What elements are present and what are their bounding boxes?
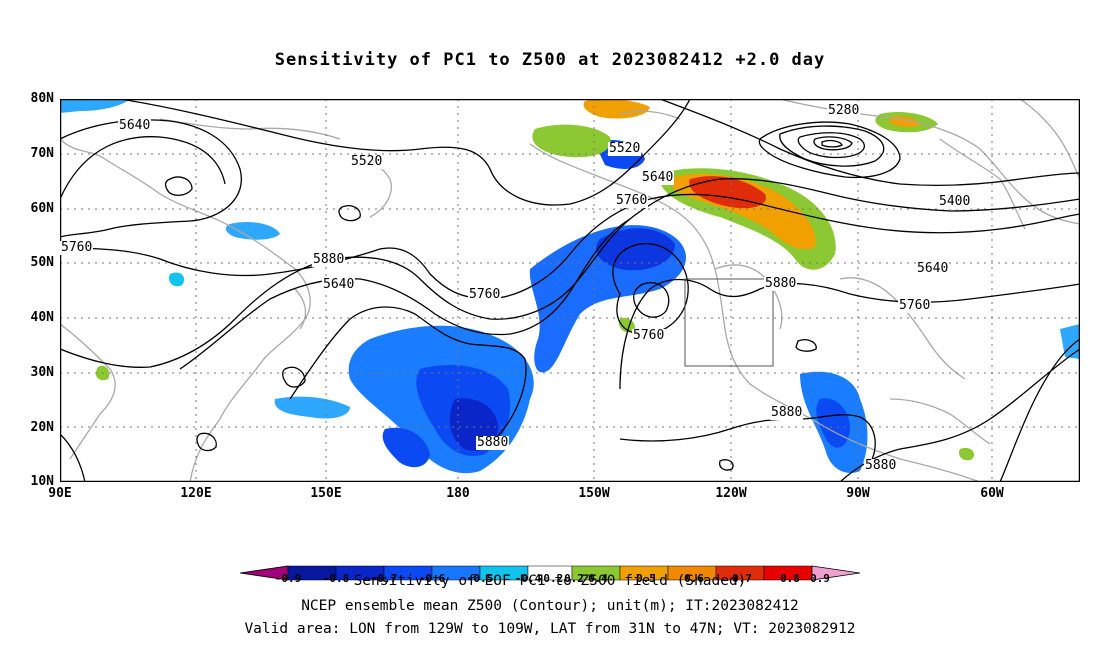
footer-contour-caption: NCEP ensemble mean Z500 (Contour); unit(…: [301, 598, 799, 614]
contour-label: 5880: [770, 405, 804, 420]
colorbar-tick: -0.4: [514, 572, 542, 585]
lon-label-90w: 90W: [846, 486, 870, 501]
contour-label: 5880: [864, 458, 898, 473]
lat-label-80n: 80N: [30, 91, 54, 106]
contour-label: 5880: [764, 276, 798, 291]
lat-label-60n: 60N: [30, 201, 54, 216]
colorbar-tick: -0.5: [466, 572, 494, 585]
colorbar-tick: -0.9: [274, 572, 302, 585]
positive-sensitivity-region: [532, 124, 611, 158]
contour-label: 5760: [898, 298, 932, 313]
z500-contours: [60, 99, 1080, 482]
map-title: Sensitivity of PC1 to Z500 at 2023082412…: [274, 50, 826, 70]
contour-label: 5760: [615, 193, 649, 208]
contour-label: 5640: [322, 277, 356, 292]
grid-lines: [60, 99, 1080, 482]
colorbar-tick: 0.5: [636, 572, 656, 585]
contour-label: 5760: [468, 287, 502, 302]
lat-label-50n: 50N: [30, 255, 54, 270]
lon-label-90e: 90E: [48, 486, 72, 501]
colorbar-tick: 0.8: [780, 572, 800, 585]
colorbar-tick: 0.2: [564, 572, 584, 585]
contour-label: 5880: [312, 252, 346, 267]
colorbar-tick: -0.7: [370, 572, 398, 585]
colorbar-tick: -0.2: [536, 572, 564, 585]
contour-label: 5760: [60, 240, 94, 255]
colorbar-tick: 0.7: [732, 572, 752, 585]
colorbar-tick: -0.6: [418, 572, 446, 585]
lon-label-150e: 150E: [310, 486, 342, 501]
lat-label-70n: 70N: [30, 146, 54, 161]
contour-label: 5640: [641, 170, 675, 185]
contour-label: 5280: [827, 103, 861, 118]
lon-label-120e: 120E: [180, 486, 212, 501]
colorbar-tick: 0.6: [684, 572, 704, 585]
footer-valid-area: Valid area: LON from 129W to 109W, LAT f…: [244, 621, 856, 637]
lon-label-120w: 120W: [715, 486, 747, 501]
contour-label: 5640: [916, 261, 950, 276]
contour-label: 5520: [608, 141, 642, 156]
lat-label-20n: 20N: [30, 420, 54, 435]
contour-label: 5880: [476, 435, 510, 450]
contour-label: 5520: [350, 154, 384, 169]
contour-label: 5760: [632, 328, 666, 343]
colorbar: [240, 565, 860, 581]
lon-label-180: 180: [446, 486, 470, 501]
map-panel: 5640 5520 5760 5880 5640 5760 5880 5640 …: [60, 99, 1080, 482]
contour-label: 5400: [938, 194, 972, 209]
lat-label-10n: 10N: [30, 474, 54, 489]
colorbar-tick: 0.9: [810, 572, 830, 585]
lon-label-60w: 60W: [980, 486, 1004, 501]
colorbar-tick: 0.4: [588, 572, 608, 585]
colorbar-tick: -0.8: [322, 572, 350, 585]
contour-label: 5640: [118, 118, 152, 133]
lat-label-30n: 30N: [30, 365, 54, 380]
colorbar-right-arrow: [811, 565, 860, 581]
lat-label-40n: 40N: [30, 310, 54, 325]
lon-label-150w: 150W: [578, 486, 610, 501]
valid-area-box: [684, 278, 774, 367]
footer-shading-caption: Sensitivity of EOF PC1 to Z500 field (Sh…: [353, 573, 747, 589]
